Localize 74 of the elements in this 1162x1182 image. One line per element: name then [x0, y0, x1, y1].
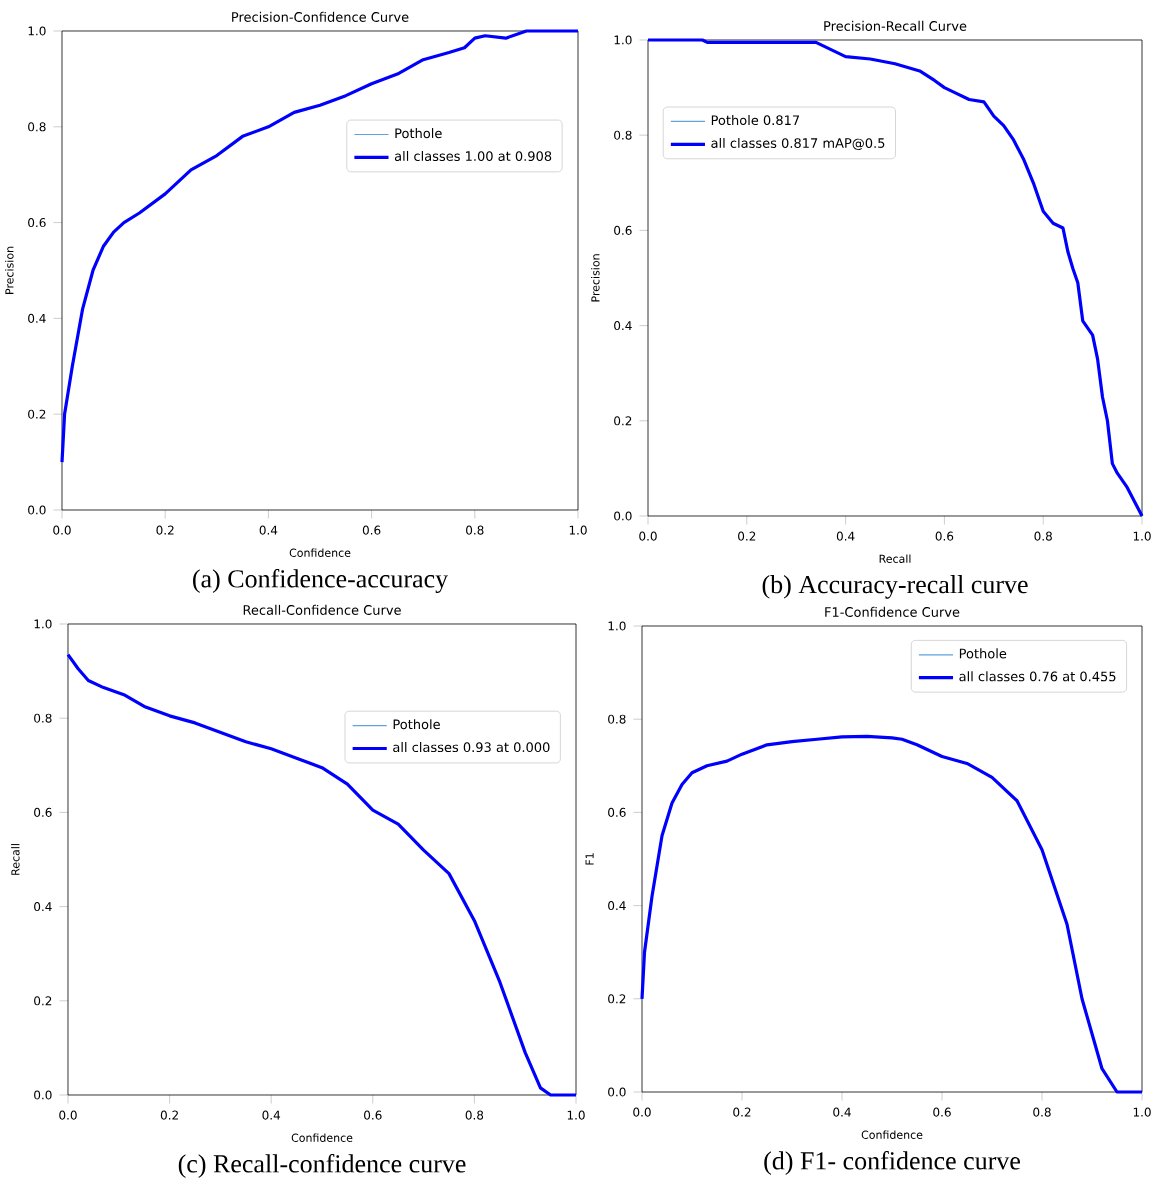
chart-title: Recall-Confidence Curve [243, 604, 401, 615]
x-tick-label: 0.8 [1034, 531, 1052, 541]
y-tick-label: 0.0 [34, 1090, 52, 1100]
y-tick-label: 0.6 [608, 807, 626, 817]
y-tick-label: 0.2 [34, 996, 52, 1006]
x-tick-label: 0.2 [733, 1107, 751, 1117]
x-tick-label: 0.6 [364, 1110, 382, 1120]
x-tick-label: 0.2 [738, 531, 756, 541]
y-tick-label: 0.8 [34, 713, 52, 723]
y-tick-label: 0.0 [28, 505, 46, 515]
x-tick-label: 0.4 [836, 531, 855, 541]
chart-title: Precision-Confidence Curve [232, 11, 409, 22]
y-tick-label: 0.0 [608, 1087, 626, 1097]
x-tick-label: 0.8 [1033, 1107, 1051, 1117]
y-tick-label: 0.8 [28, 122, 46, 132]
chart-title: Precision-Recall Curve [824, 20, 967, 31]
x-tick-label: 0.0 [59, 1110, 77, 1120]
x-tick-label: 0.0 [633, 1107, 651, 1117]
chart-title: F1-Confidence Curve [825, 606, 960, 617]
y-tick-label: 0.4 [34, 902, 52, 912]
x-tick-label: 0.0 [639, 531, 657, 541]
y-axis-title: Precision [5, 246, 14, 294]
text: (b) Accuracy-recall curve [762, 575, 1028, 599]
x-tick-label: 1.0 [1133, 531, 1151, 541]
legend-label: Pothole 0.817 [711, 115, 800, 126]
y-axis-title: F1 [585, 853, 594, 865]
x-axis-title: Confidence [289, 548, 351, 557]
y-tick-label: 0.0 [614, 511, 632, 521]
y-tick-label: 0.2 [614, 416, 632, 426]
legend-label: Pothole [395, 128, 442, 139]
line-series [60, 29, 580, 464]
y-tick-label: 0.2 [28, 409, 46, 419]
y-tick-label: 1.0 [28, 26, 46, 36]
x-tick-label: 0.2 [160, 1110, 178, 1120]
x-axis-title: Confidence [861, 1130, 923, 1139]
y-tick-label: 0.4 [28, 313, 46, 323]
x-axis-title: Confidence [291, 1133, 353, 1142]
x-tick-label: 0.6 [362, 525, 381, 535]
x-tick-label: 0.0 [53, 525, 71, 535]
legend-label: all classes 0.817 mAP@0.5 [711, 137, 885, 151]
x-tick-label: 1.0 [569, 525, 587, 535]
x-axis-title: Recall [879, 554, 911, 563]
legend-label: all classes 0.76 at 0.455 [959, 671, 1116, 682]
x-tick-label: 0.4 [262, 1110, 281, 1120]
y-tick-label: 0.6 [28, 218, 46, 228]
text: (d) F1- confidence curve [764, 1151, 1020, 1175]
y-tick-label: 1.0 [608, 621, 626, 631]
text: (a) Confidence-accuracy [193, 569, 449, 593]
x-tick-label: 0.8 [465, 1110, 484, 1120]
y-tick-label: 0.8 [614, 130, 632, 140]
legend-label: all classes 1.00 at 0.908 [394, 150, 552, 162]
legend-label: Pothole [959, 648, 1007, 659]
x-tick-label: 0.8 [466, 525, 484, 535]
x-tick-label: 1.0 [1133, 1107, 1151, 1117]
y-axis-title: Recall [11, 844, 20, 875]
x-tick-label: 0.6 [935, 531, 954, 541]
text: (c) Recall-confidence curve [178, 1154, 466, 1178]
x-tick-label: 0.4 [259, 525, 278, 535]
y-tick-label: 0.8 [608, 714, 626, 724]
x-tick-label: 0.2 [156, 525, 174, 535]
legend-label: all classes 0.93 at 0.000 [393, 742, 550, 753]
y-tick-label: 1.0 [34, 619, 52, 629]
line-series [640, 734, 1144, 1094]
x-tick-label: 0.4 [833, 1107, 851, 1117]
x-tick-label: 0.6 [933, 1107, 951, 1117]
y-tick-label: 0.2 [608, 994, 626, 1004]
y-tick-label: 0.6 [34, 807, 52, 817]
y-axis-title: Precision [591, 254, 600, 302]
x-tick-label: 1.0 [567, 1110, 585, 1120]
y-tick-label: 1.0 [614, 35, 632, 45]
y-tick-label: 0.4 [608, 901, 626, 911]
y-tick-label: 0.4 [614, 321, 632, 331]
legend-label: Pothole [393, 719, 440, 730]
y-tick-label: 0.6 [614, 225, 632, 235]
